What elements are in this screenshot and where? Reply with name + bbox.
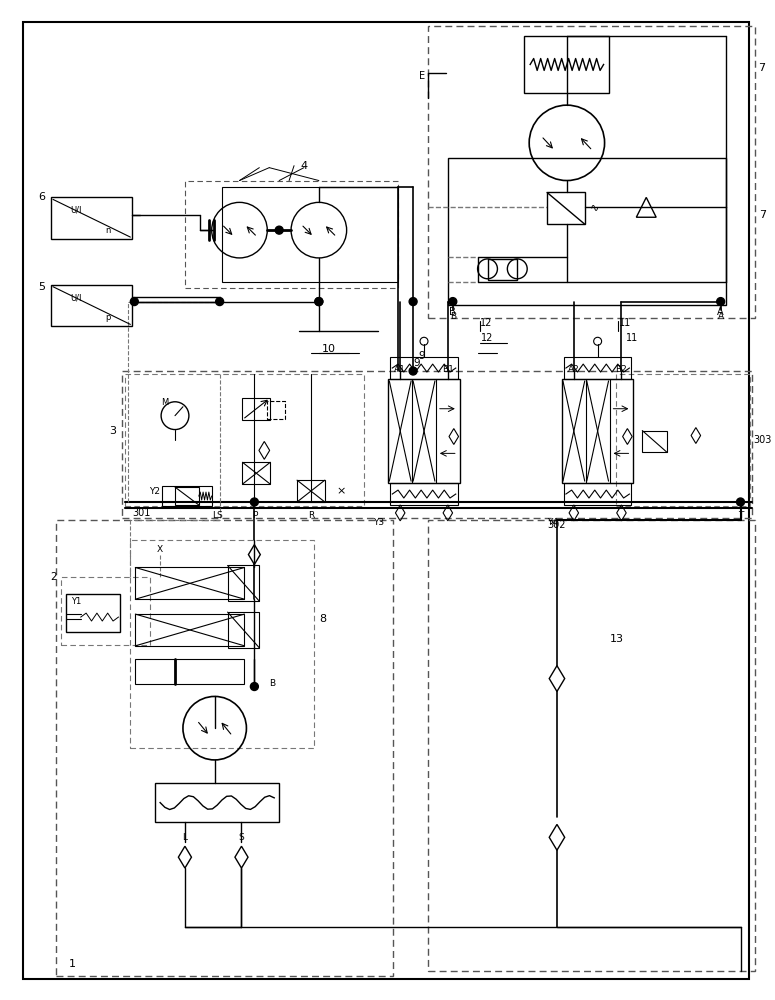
Bar — [642, 431, 667, 452]
Text: R: R — [308, 511, 314, 520]
Text: 2: 2 — [50, 572, 57, 582]
Bar — [126, 374, 363, 506]
Text: 7: 7 — [760, 210, 766, 220]
Text: B1: B1 — [442, 365, 454, 374]
Bar — [243, 462, 270, 484]
Text: n: n — [105, 226, 110, 235]
Text: 10: 10 — [322, 344, 336, 354]
Text: LS: LS — [212, 511, 223, 520]
Text: U/I: U/I — [70, 293, 81, 302]
Text: X: X — [157, 545, 164, 554]
Text: p: p — [105, 313, 110, 322]
Bar — [66, 594, 120, 632]
Bar — [155, 783, 279, 822]
Text: Y1: Y1 — [71, 597, 81, 606]
Text: 7: 7 — [759, 63, 766, 73]
Bar — [388, 379, 460, 483]
Text: Y2: Y2 — [149, 487, 160, 496]
Bar — [391, 483, 458, 505]
Circle shape — [409, 367, 417, 375]
Circle shape — [250, 498, 258, 506]
Text: B: B — [449, 312, 456, 321]
Circle shape — [736, 498, 745, 506]
Text: 8: 8 — [319, 614, 326, 624]
Bar — [228, 565, 260, 601]
Text: 4: 4 — [301, 161, 308, 171]
Text: B: B — [449, 307, 456, 317]
Circle shape — [275, 226, 283, 234]
Text: U/I: U/I — [70, 206, 81, 215]
Text: 11: 11 — [626, 333, 639, 343]
Bar — [136, 614, 244, 646]
Text: A1: A1 — [394, 365, 406, 374]
Text: A: A — [718, 312, 724, 321]
Text: L: L — [182, 833, 188, 842]
Bar — [428, 26, 756, 318]
Bar — [175, 487, 199, 505]
Text: 1: 1 — [69, 959, 76, 969]
Circle shape — [717, 298, 725, 306]
Text: B2: B2 — [615, 365, 627, 374]
Text: 3: 3 — [109, 426, 116, 436]
Circle shape — [215, 298, 224, 306]
Text: 13: 13 — [609, 634, 624, 644]
Bar — [428, 520, 756, 971]
Bar — [136, 567, 244, 599]
Circle shape — [315, 298, 323, 306]
Text: A: A — [718, 307, 724, 317]
Text: 11: 11 — [618, 318, 631, 328]
Bar — [51, 197, 133, 239]
Text: A2: A2 — [568, 365, 580, 374]
Text: M: M — [161, 398, 169, 407]
Text: 9: 9 — [418, 351, 425, 361]
Bar — [564, 483, 632, 505]
Bar — [122, 371, 753, 518]
Bar — [130, 540, 314, 748]
Circle shape — [409, 298, 417, 306]
Bar — [616, 374, 750, 506]
Bar — [448, 158, 725, 305]
Bar — [51, 285, 133, 326]
Bar — [562, 379, 633, 483]
Text: 9: 9 — [413, 358, 420, 368]
Bar — [185, 181, 398, 288]
Circle shape — [250, 683, 258, 690]
Text: Y3: Y3 — [374, 518, 384, 527]
Bar — [547, 192, 585, 224]
Text: 5: 5 — [38, 282, 45, 292]
Text: 12: 12 — [481, 333, 494, 343]
Bar — [228, 612, 260, 648]
Text: ×: × — [336, 486, 346, 496]
Bar — [56, 520, 393, 976]
Bar — [61, 577, 150, 645]
Bar — [243, 398, 270, 420]
Bar — [487, 259, 517, 280]
Text: S: S — [239, 833, 244, 842]
Text: ∿: ∿ — [590, 202, 599, 212]
Text: 303: 303 — [753, 435, 772, 445]
Bar — [162, 486, 212, 506]
Bar — [524, 36, 608, 93]
Circle shape — [315, 298, 323, 306]
Text: E: E — [419, 71, 425, 81]
Text: 301: 301 — [133, 508, 150, 518]
Bar — [297, 480, 325, 502]
Text: 6: 6 — [38, 192, 45, 202]
Bar — [267, 401, 285, 419]
Text: Y4: Y4 — [547, 518, 558, 527]
Bar — [222, 187, 398, 282]
Bar — [477, 257, 567, 282]
Text: P: P — [252, 511, 257, 520]
Bar — [136, 659, 244, 684]
Circle shape — [449, 298, 456, 306]
Text: 302: 302 — [548, 520, 567, 530]
Bar — [391, 357, 458, 379]
Text: T: T — [738, 511, 743, 520]
Text: 12: 12 — [480, 318, 492, 328]
Text: B: B — [269, 679, 275, 688]
Bar — [564, 357, 632, 379]
Circle shape — [130, 298, 138, 306]
